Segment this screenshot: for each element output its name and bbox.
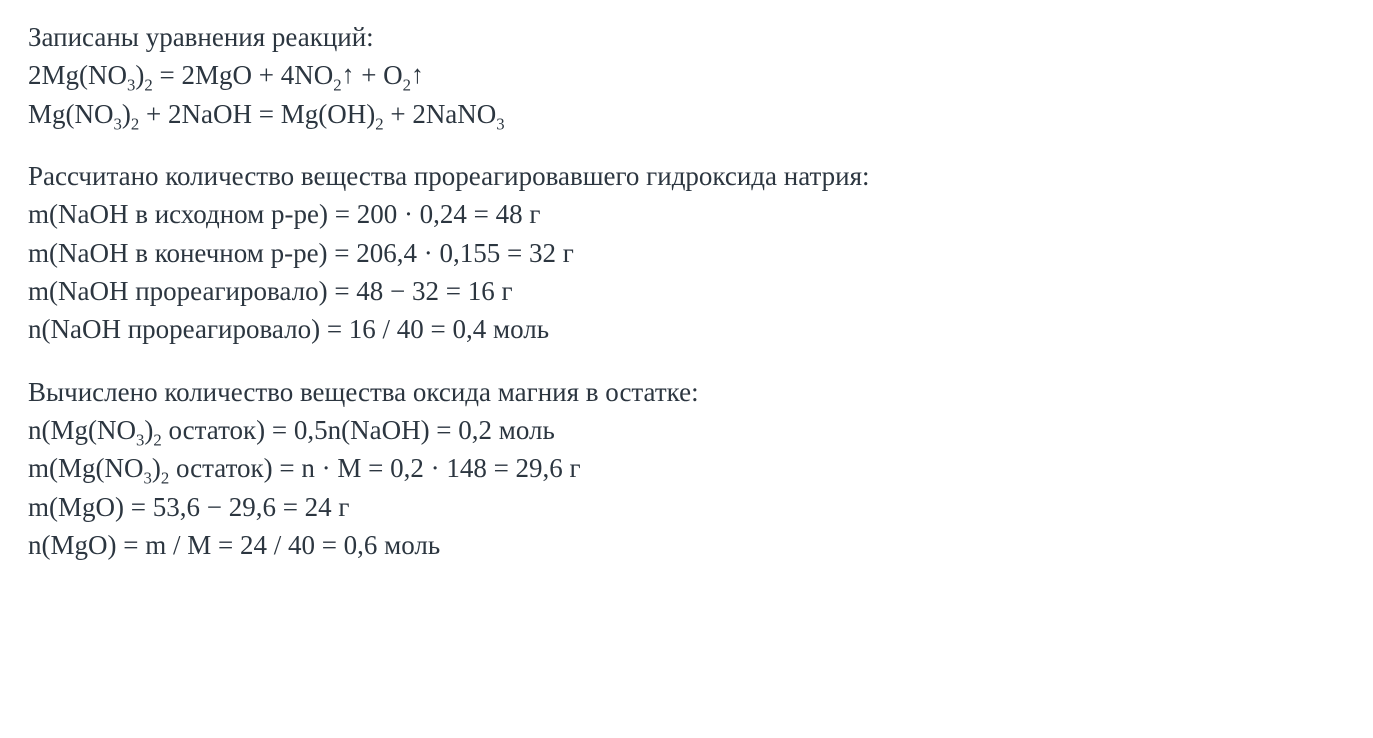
block-naoh-calc: Рассчитано количество вещества прореагир… bbox=[28, 157, 1345, 349]
eq2-lhs-species1-a: Mg(NO bbox=[28, 99, 114, 129]
mgo-l2-sub2: 2 bbox=[161, 469, 169, 488]
eq1-rhs-species2-a: NO bbox=[294, 60, 333, 90]
eq2-rhs-species2-a: NaNO bbox=[426, 99, 496, 129]
eq2-lhs-species1-b: ) bbox=[122, 99, 131, 129]
eq1-plus1: + bbox=[252, 60, 281, 90]
eq2-plus1: + bbox=[139, 99, 168, 129]
eq1-lhs-species1-sub2: 2 bbox=[144, 76, 152, 95]
equation-2: Mg(NO3)2 + 2NaOH = Mg(OH)2 + 2NaNO3 bbox=[28, 95, 1345, 133]
naoh-line-1: m(NaOH в исходном р-ре) = 200 · 0,24 = 4… bbox=[28, 195, 1345, 233]
mgo-l1-sub2: 2 bbox=[153, 430, 161, 449]
mgo-l2-pre: m(Mg(NO bbox=[28, 453, 144, 483]
mgo-l2-sub1: 3 bbox=[144, 469, 152, 488]
eq2-plus2: + bbox=[384, 99, 413, 129]
mgo-line-4: n(MgO) = m / M = 24 / 40 = 0,6 моль bbox=[28, 526, 1345, 564]
eq1-plus2: + bbox=[354, 60, 383, 90]
eq1-lhs-species1-a: Mg(NO bbox=[42, 60, 128, 90]
eq2-rhs-species1-sub: 2 bbox=[375, 114, 383, 133]
eq2-lhs-species1-sub1: 3 bbox=[114, 114, 122, 133]
eq1-eq: = bbox=[153, 60, 182, 90]
eq2-lhs-species2: NaOH bbox=[181, 99, 251, 129]
eq2-rhs-species2-sub: 3 bbox=[496, 114, 504, 133]
eq1-lhs-coef1: 2 bbox=[28, 60, 42, 90]
document-page: Записаны уравнения реакций: 2Mg(NO3)2 = … bbox=[0, 0, 1373, 608]
eq1-rhs-species3-sub: 2 bbox=[403, 76, 411, 95]
block-equations: Записаны уравнения реакций: 2Mg(NO3)2 = … bbox=[28, 18, 1345, 133]
naoh-line-4: n(NaOH прореагировало) = 16 / 40 = 0,4 м… bbox=[28, 310, 1345, 348]
gas-arrow-icon bbox=[411, 60, 424, 90]
mgo-line-1: n(Mg(NO3)2 остаток) = 0,5n(NaOH) = 0,2 м… bbox=[28, 411, 1345, 449]
eq2-rhs-species1-a: Mg(OH) bbox=[281, 99, 376, 129]
block-mgo-calc: Вычислено количество вещества оксида маг… bbox=[28, 373, 1345, 565]
mgo-l1-rest: остаток) = 0,5n(NaOH) = 0,2 моль bbox=[162, 415, 555, 445]
eq2-eq: = bbox=[252, 99, 281, 129]
eq1-rhs-species3-a: O bbox=[383, 60, 403, 90]
mgo-line-3: m(MgO) = 53,6 − 29,6 = 24 г bbox=[28, 488, 1345, 526]
naoh-line-2: m(NaOH в конечном р-ре) = 206,4 · 0,155 … bbox=[28, 234, 1345, 272]
eq2-lhs-species1-sub2: 2 bbox=[131, 114, 139, 133]
eq1-rhs-species1: MgO bbox=[195, 60, 252, 90]
eq1-rhs-coef1: 2 bbox=[181, 60, 195, 90]
heading-equations: Записаны уравнения реакций: bbox=[28, 18, 1345, 56]
mgo-line-2: m(Mg(NO3)2 остаток) = n · M = 0,2 · 148 … bbox=[28, 449, 1345, 487]
eq2-lhs-coef2: 2 bbox=[168, 99, 182, 129]
heading-mgo: Вычислено количество вещества оксида маг… bbox=[28, 373, 1345, 411]
mgo-l1-pre: n(Mg(NO bbox=[28, 415, 136, 445]
eq1-rhs-coef2: 4 bbox=[281, 60, 295, 90]
mgo-l2-mid1: ) bbox=[152, 453, 161, 483]
eq2-rhs-coef2: 2 bbox=[412, 99, 426, 129]
naoh-line-3: m(NaOH прореагировало) = 48 − 32 = 16 г bbox=[28, 272, 1345, 310]
mgo-l2-rest: остаток) = n · M = 0,2 · 148 = 29,6 г bbox=[169, 453, 580, 483]
eq1-rhs-species2-sub: 2 bbox=[333, 76, 341, 95]
heading-naoh: Рассчитано количество вещества прореагир… bbox=[28, 157, 1345, 195]
equation-1: 2Mg(NO3)2 = 2MgO + 4NO2 + O2 bbox=[28, 56, 1345, 94]
gas-arrow-icon bbox=[342, 60, 355, 90]
